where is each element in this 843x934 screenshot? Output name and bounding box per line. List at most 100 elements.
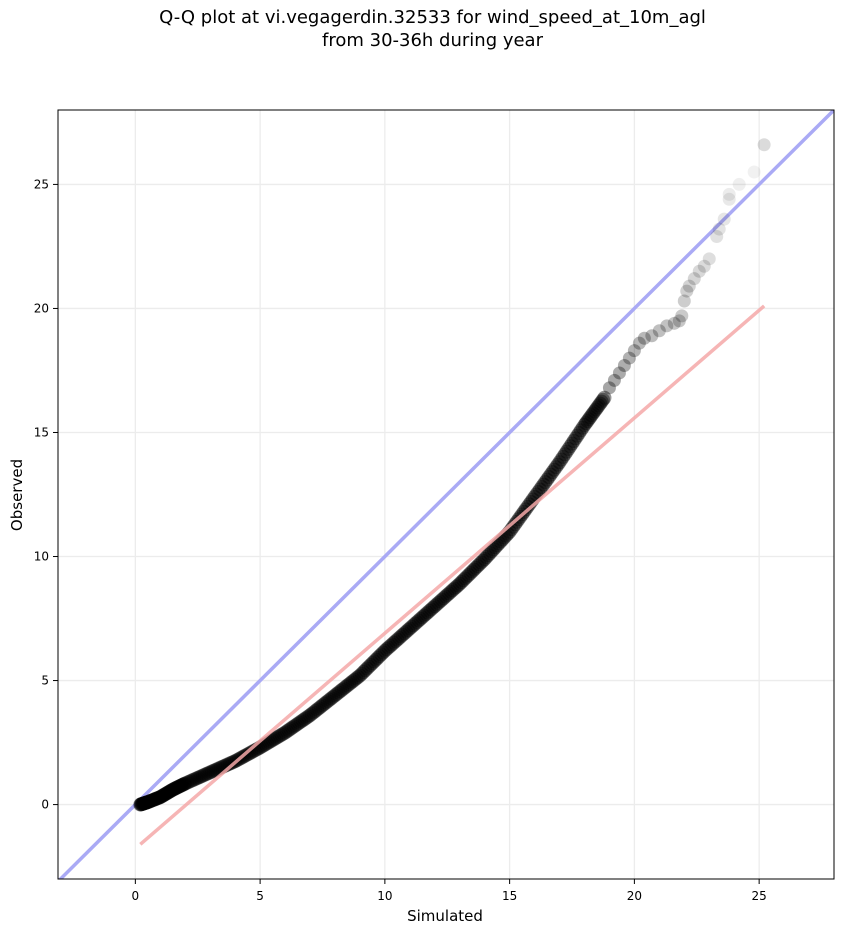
quantile-point: [281, 723, 296, 738]
quantile-point: [536, 477, 551, 492]
quantile-point: [295, 713, 310, 728]
tail-point: [732, 177, 746, 191]
quantile-point: [397, 626, 412, 641]
quantile-point: [134, 797, 149, 812]
quantile-point: [139, 795, 154, 810]
tail-point: [632, 336, 646, 350]
tail-point: [607, 373, 621, 387]
quantile-point: [470, 559, 485, 574]
quantile-point: [433, 594, 448, 609]
quantile-point: [417, 608, 432, 623]
tail-point: [682, 279, 696, 293]
quantile-point: [150, 791, 165, 806]
quantile-point: [374, 647, 389, 662]
quantile-point: [383, 638, 398, 653]
chart-title: Q-Q plot at vi.vegagerdin.32533 for wind…: [0, 6, 843, 52]
quantile-point: [174, 778, 189, 793]
x-tick-label: 15: [502, 889, 517, 903]
tail-point: [672, 314, 686, 328]
quantile-point: [573, 423, 588, 438]
quantile-point: [386, 635, 401, 650]
quantile-point: [586, 406, 601, 421]
quantile-point: [144, 793, 159, 808]
tail-point: [667, 316, 681, 330]
quantile-point: [299, 710, 314, 725]
fit-line: [139, 304, 766, 846]
quantile-point: [404, 619, 419, 634]
quantile-point: [550, 457, 565, 472]
quantile-point: [285, 720, 300, 735]
quantile-point: [317, 696, 332, 711]
quantile-point: [158, 786, 173, 801]
quantile-point: [531, 485, 546, 500]
quantile-point: [292, 715, 307, 730]
quantile-point: [286, 719, 301, 734]
quantile-point: [465, 564, 480, 579]
quantile-point: [379, 642, 394, 657]
quantile-point: [463, 566, 478, 581]
x-tick-label: 0: [132, 889, 140, 903]
quantile-point: [401, 623, 416, 638]
tail-point: [747, 165, 761, 179]
quantile-point: [315, 698, 330, 713]
quantile-point: [333, 684, 348, 699]
x-tick-label: 5: [256, 889, 264, 903]
y-axis-label: Observed: [8, 459, 26, 531]
chart-title-line-2: from 30-36h during year: [322, 30, 543, 51]
quantile-point: [534, 480, 549, 495]
quantile-point: [479, 550, 494, 565]
quantile-point: [142, 794, 157, 809]
quantile-point: [393, 629, 408, 644]
quantile-point: [319, 695, 334, 710]
chart-title-line-1: Q-Q plot at vi.vegagerdin.32533 for wind…: [159, 7, 706, 28]
identity-line: [58, 110, 834, 879]
quantile-point: [329, 687, 344, 702]
quantile-point: [203, 765, 218, 780]
quantile-point: [206, 763, 221, 778]
quantile-point: [135, 796, 150, 811]
quantile-point: [155, 789, 170, 804]
quantile-point: [425, 600, 440, 615]
tail-point: [680, 284, 694, 298]
quantile-point: [538, 475, 553, 490]
quantile-point: [552, 455, 567, 470]
quantile-point: [338, 679, 353, 694]
quantile-point: [166, 782, 181, 797]
quantile-point: [147, 792, 162, 807]
quantile-point: [593, 396, 608, 411]
quantile-point: [581, 412, 596, 427]
quantile-point: [406, 618, 421, 633]
quantile-point: [324, 691, 339, 706]
quantile-point: [160, 785, 175, 800]
quantile-point: [434, 592, 449, 607]
quantile-point: [137, 796, 152, 811]
quantile-point: [556, 449, 571, 464]
data-layer: [58, 110, 834, 879]
axis-ticks: 0 5 10 15 20 25 0 5 10 15 20 25: [34, 177, 767, 903]
quantile-point: [481, 548, 496, 563]
quantile-point: [173, 778, 188, 793]
quantile-point: [484, 544, 499, 559]
quantile-point: [331, 685, 346, 700]
quantile-point: [449, 579, 464, 594]
quantile-point: [452, 576, 467, 591]
quantile-point: [445, 583, 460, 598]
y-tick-label: 10: [34, 550, 49, 564]
quantile-point: [420, 605, 435, 620]
quantile-point: [418, 607, 433, 622]
quantile-point: [540, 472, 555, 487]
quantile-point: [187, 772, 202, 787]
tail-point: [722, 187, 736, 201]
tail-point: [717, 212, 731, 226]
quantile-point: [472, 557, 487, 572]
quantile-point: [356, 665, 371, 680]
quantile-point: [475, 553, 490, 568]
quantile-point: [427, 599, 442, 614]
quantile-point: [466, 562, 481, 577]
quantile-point: [290, 716, 305, 731]
quantile-point: [392, 631, 407, 646]
tail-point: [692, 264, 706, 278]
quantile-point: [308, 704, 323, 719]
quantile-point: [438, 589, 453, 604]
